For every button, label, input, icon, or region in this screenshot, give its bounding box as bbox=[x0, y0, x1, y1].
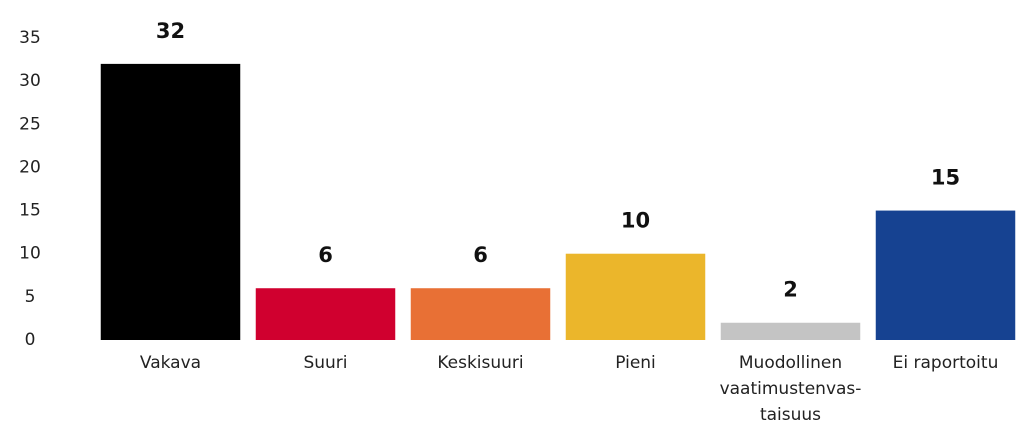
x-tick-label: Muodollinen vaatimustenvas-taisuus bbox=[720, 353, 862, 425]
x-tick-label: Suuri bbox=[303, 353, 347, 373]
y-tick-label: 25 bbox=[19, 114, 41, 134]
bar bbox=[565, 253, 706, 340]
value-label: 15 bbox=[931, 166, 960, 190]
bar bbox=[720, 322, 861, 340]
value-label: 2 bbox=[783, 278, 798, 302]
bar bbox=[875, 210, 1016, 340]
x-tick-label: Ei raportoitu bbox=[893, 353, 999, 373]
value-label: 10 bbox=[621, 209, 650, 233]
x-tick-label: Pieni bbox=[615, 353, 656, 373]
bar bbox=[410, 288, 551, 340]
y-tick-label: 0 bbox=[25, 330, 36, 350]
y-tick-label: 35 bbox=[19, 28, 41, 48]
value-label: 6 bbox=[318, 243, 333, 267]
y-tick-label: 5 bbox=[25, 287, 36, 307]
y-tick-label: 15 bbox=[19, 201, 41, 221]
x-tick-label: Vakava bbox=[140, 353, 201, 373]
y-tick-label: 10 bbox=[19, 244, 41, 264]
x-tick-label: Keskisuuri bbox=[437, 353, 523, 373]
value-label: 6 bbox=[473, 243, 488, 267]
y-tick-label: 30 bbox=[19, 71, 41, 91]
y-tick-label: 20 bbox=[19, 157, 41, 177]
value-label: 32 bbox=[156, 19, 185, 43]
bar bbox=[255, 288, 396, 340]
bar bbox=[100, 63, 241, 341]
